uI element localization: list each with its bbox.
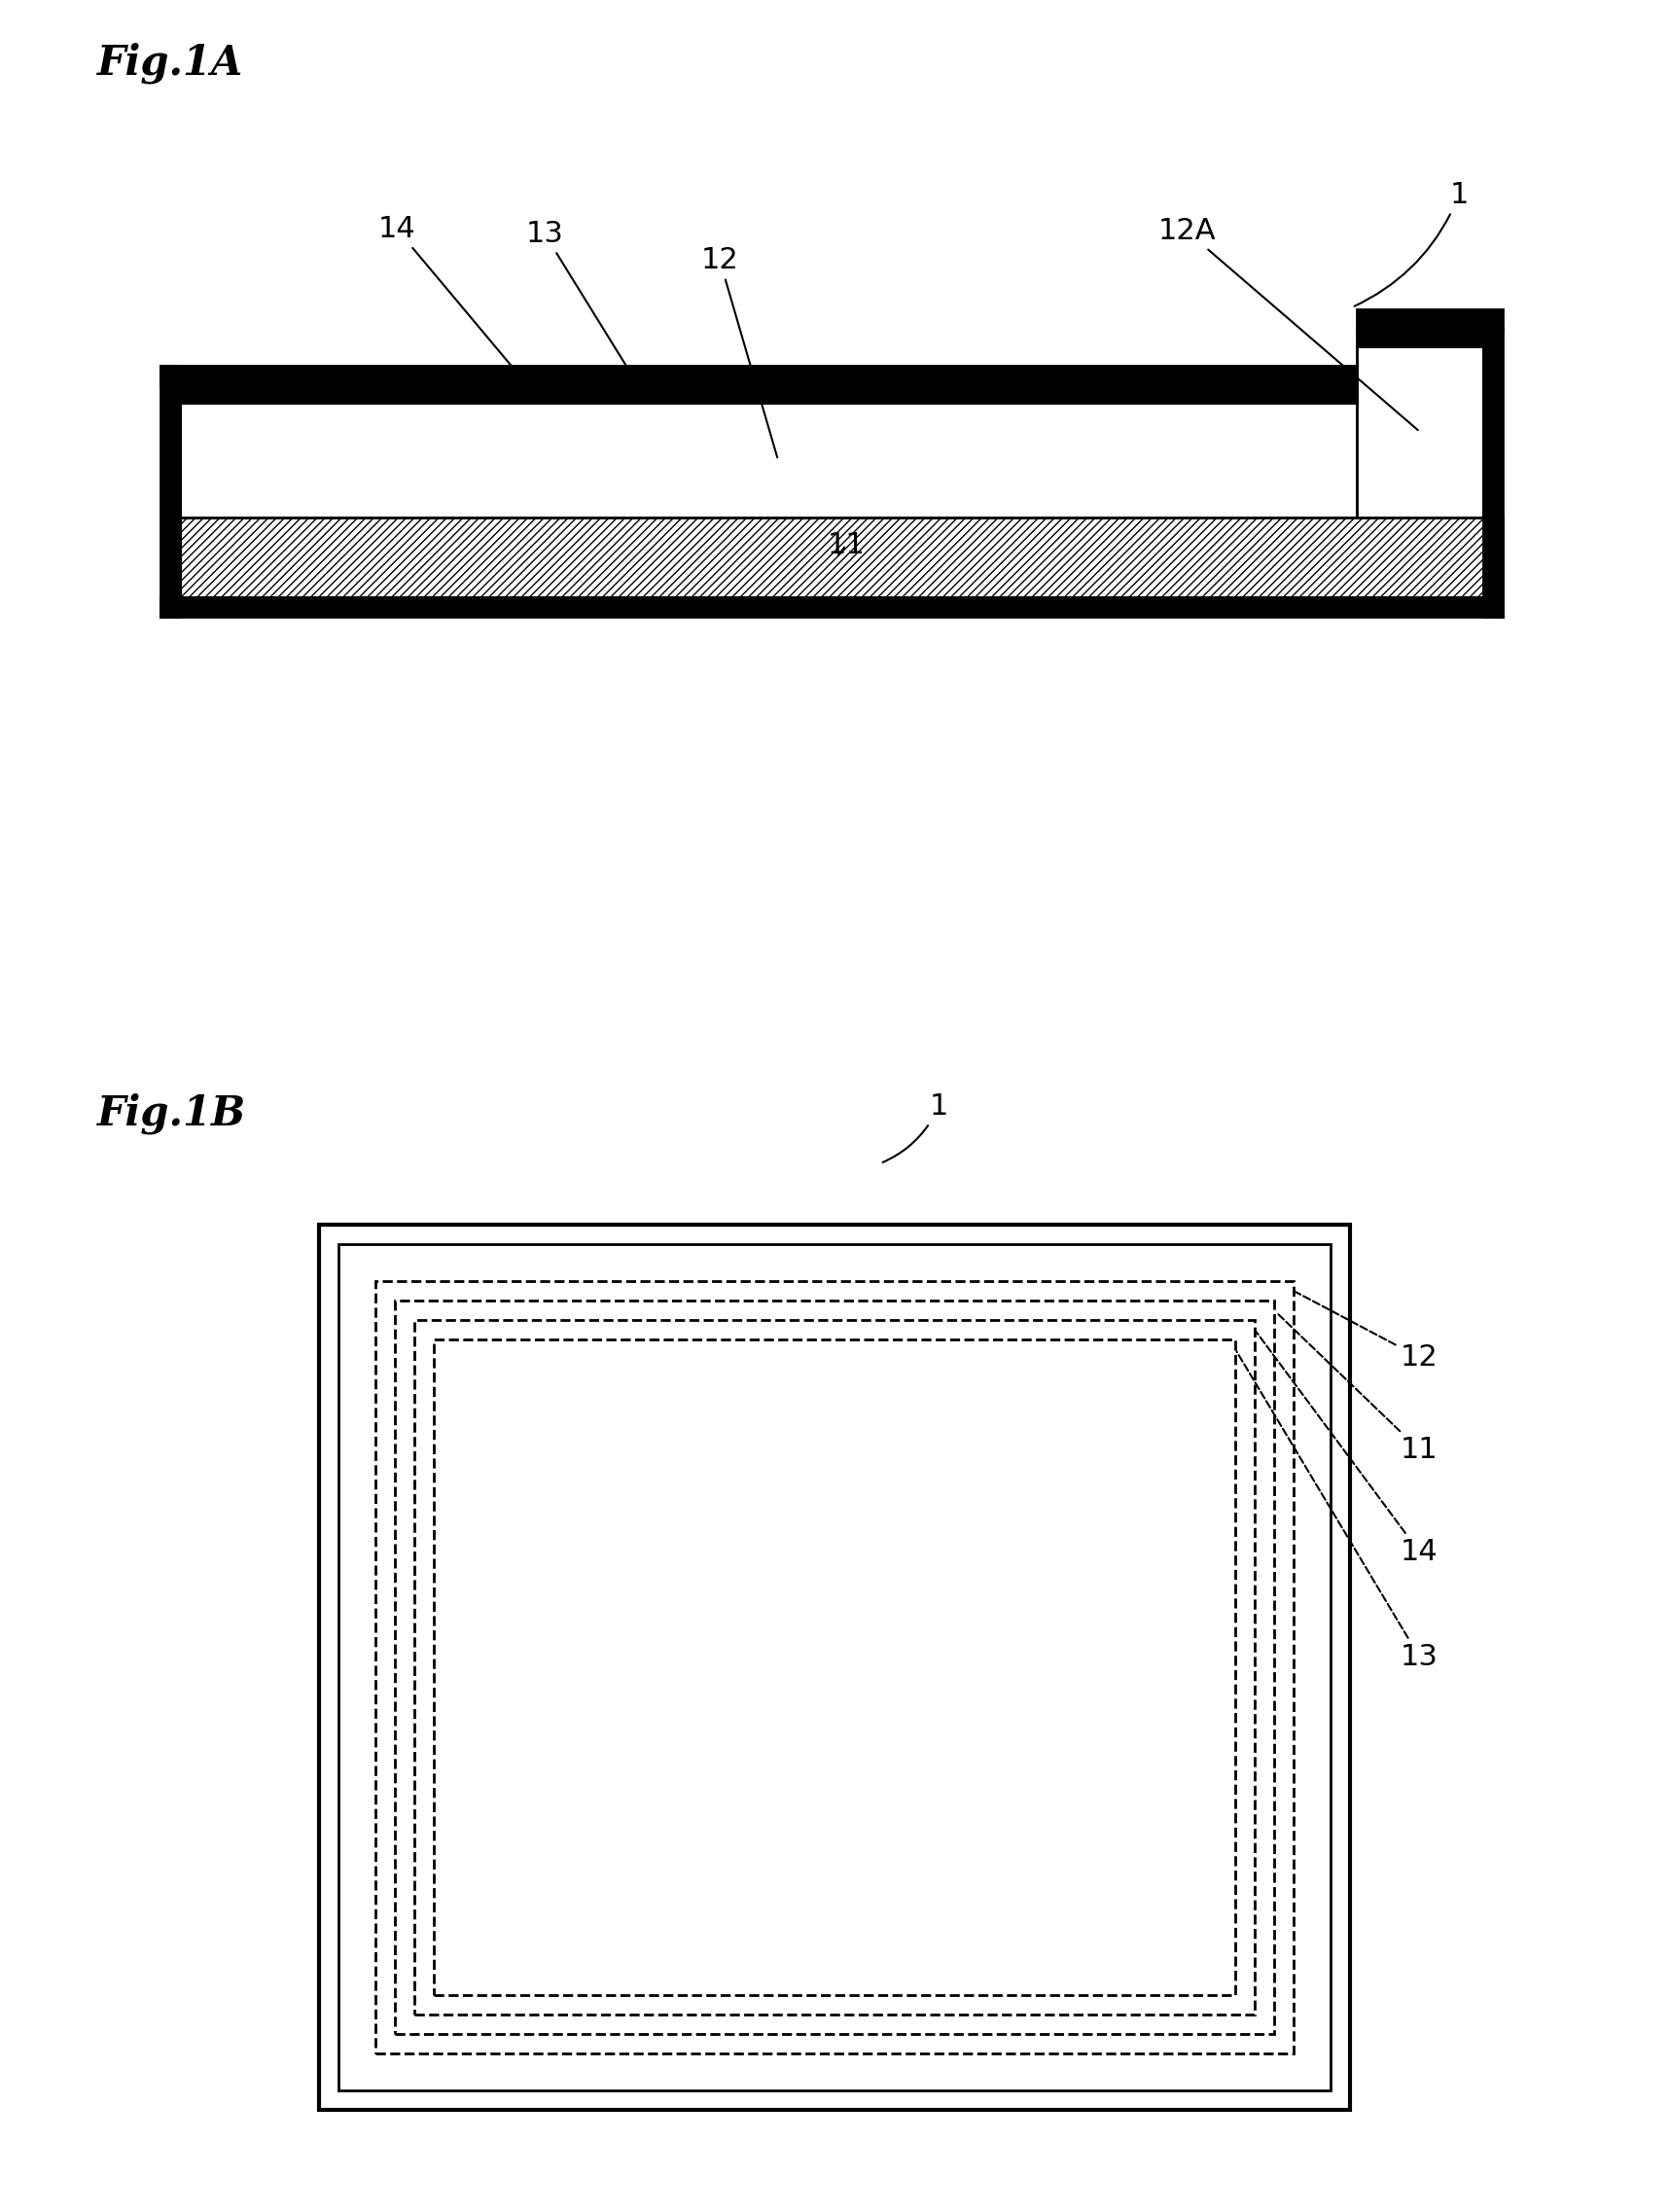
Text: Fig.1B: Fig.1B: [97, 1093, 247, 1135]
Bar: [434, 1340, 1235, 1995]
Bar: [180, 403, 1357, 518]
Bar: [160, 365, 1357, 385]
Text: 11: 11: [828, 531, 865, 560]
Bar: [396, 1301, 1273, 2035]
Text: 1: 1: [883, 1093, 948, 1161]
Text: 13: 13: [526, 219, 631, 374]
Text: Fig.1A: Fig.1A: [97, 42, 244, 84]
Bar: [1357, 347, 1484, 518]
Bar: [1484, 330, 1502, 617]
Bar: [160, 597, 1502, 617]
Bar: [160, 365, 180, 617]
Bar: [180, 385, 1357, 403]
Bar: [319, 1225, 1350, 2110]
Text: 12: 12: [1295, 1292, 1439, 1371]
Bar: [1357, 330, 1484, 347]
Text: 1: 1: [1354, 181, 1469, 305]
Text: 14: 14: [1257, 1332, 1439, 1566]
Bar: [414, 1321, 1255, 2015]
Text: 11: 11: [1277, 1312, 1439, 1464]
Bar: [376, 1281, 1293, 2053]
Bar: [180, 518, 1502, 597]
Text: 13: 13: [1237, 1352, 1439, 1670]
Bar: [339, 1243, 1330, 2090]
Text: 12A: 12A: [1158, 217, 1419, 429]
Bar: [1357, 310, 1502, 330]
Text: 14: 14: [377, 215, 532, 392]
Text: 12: 12: [701, 246, 778, 458]
